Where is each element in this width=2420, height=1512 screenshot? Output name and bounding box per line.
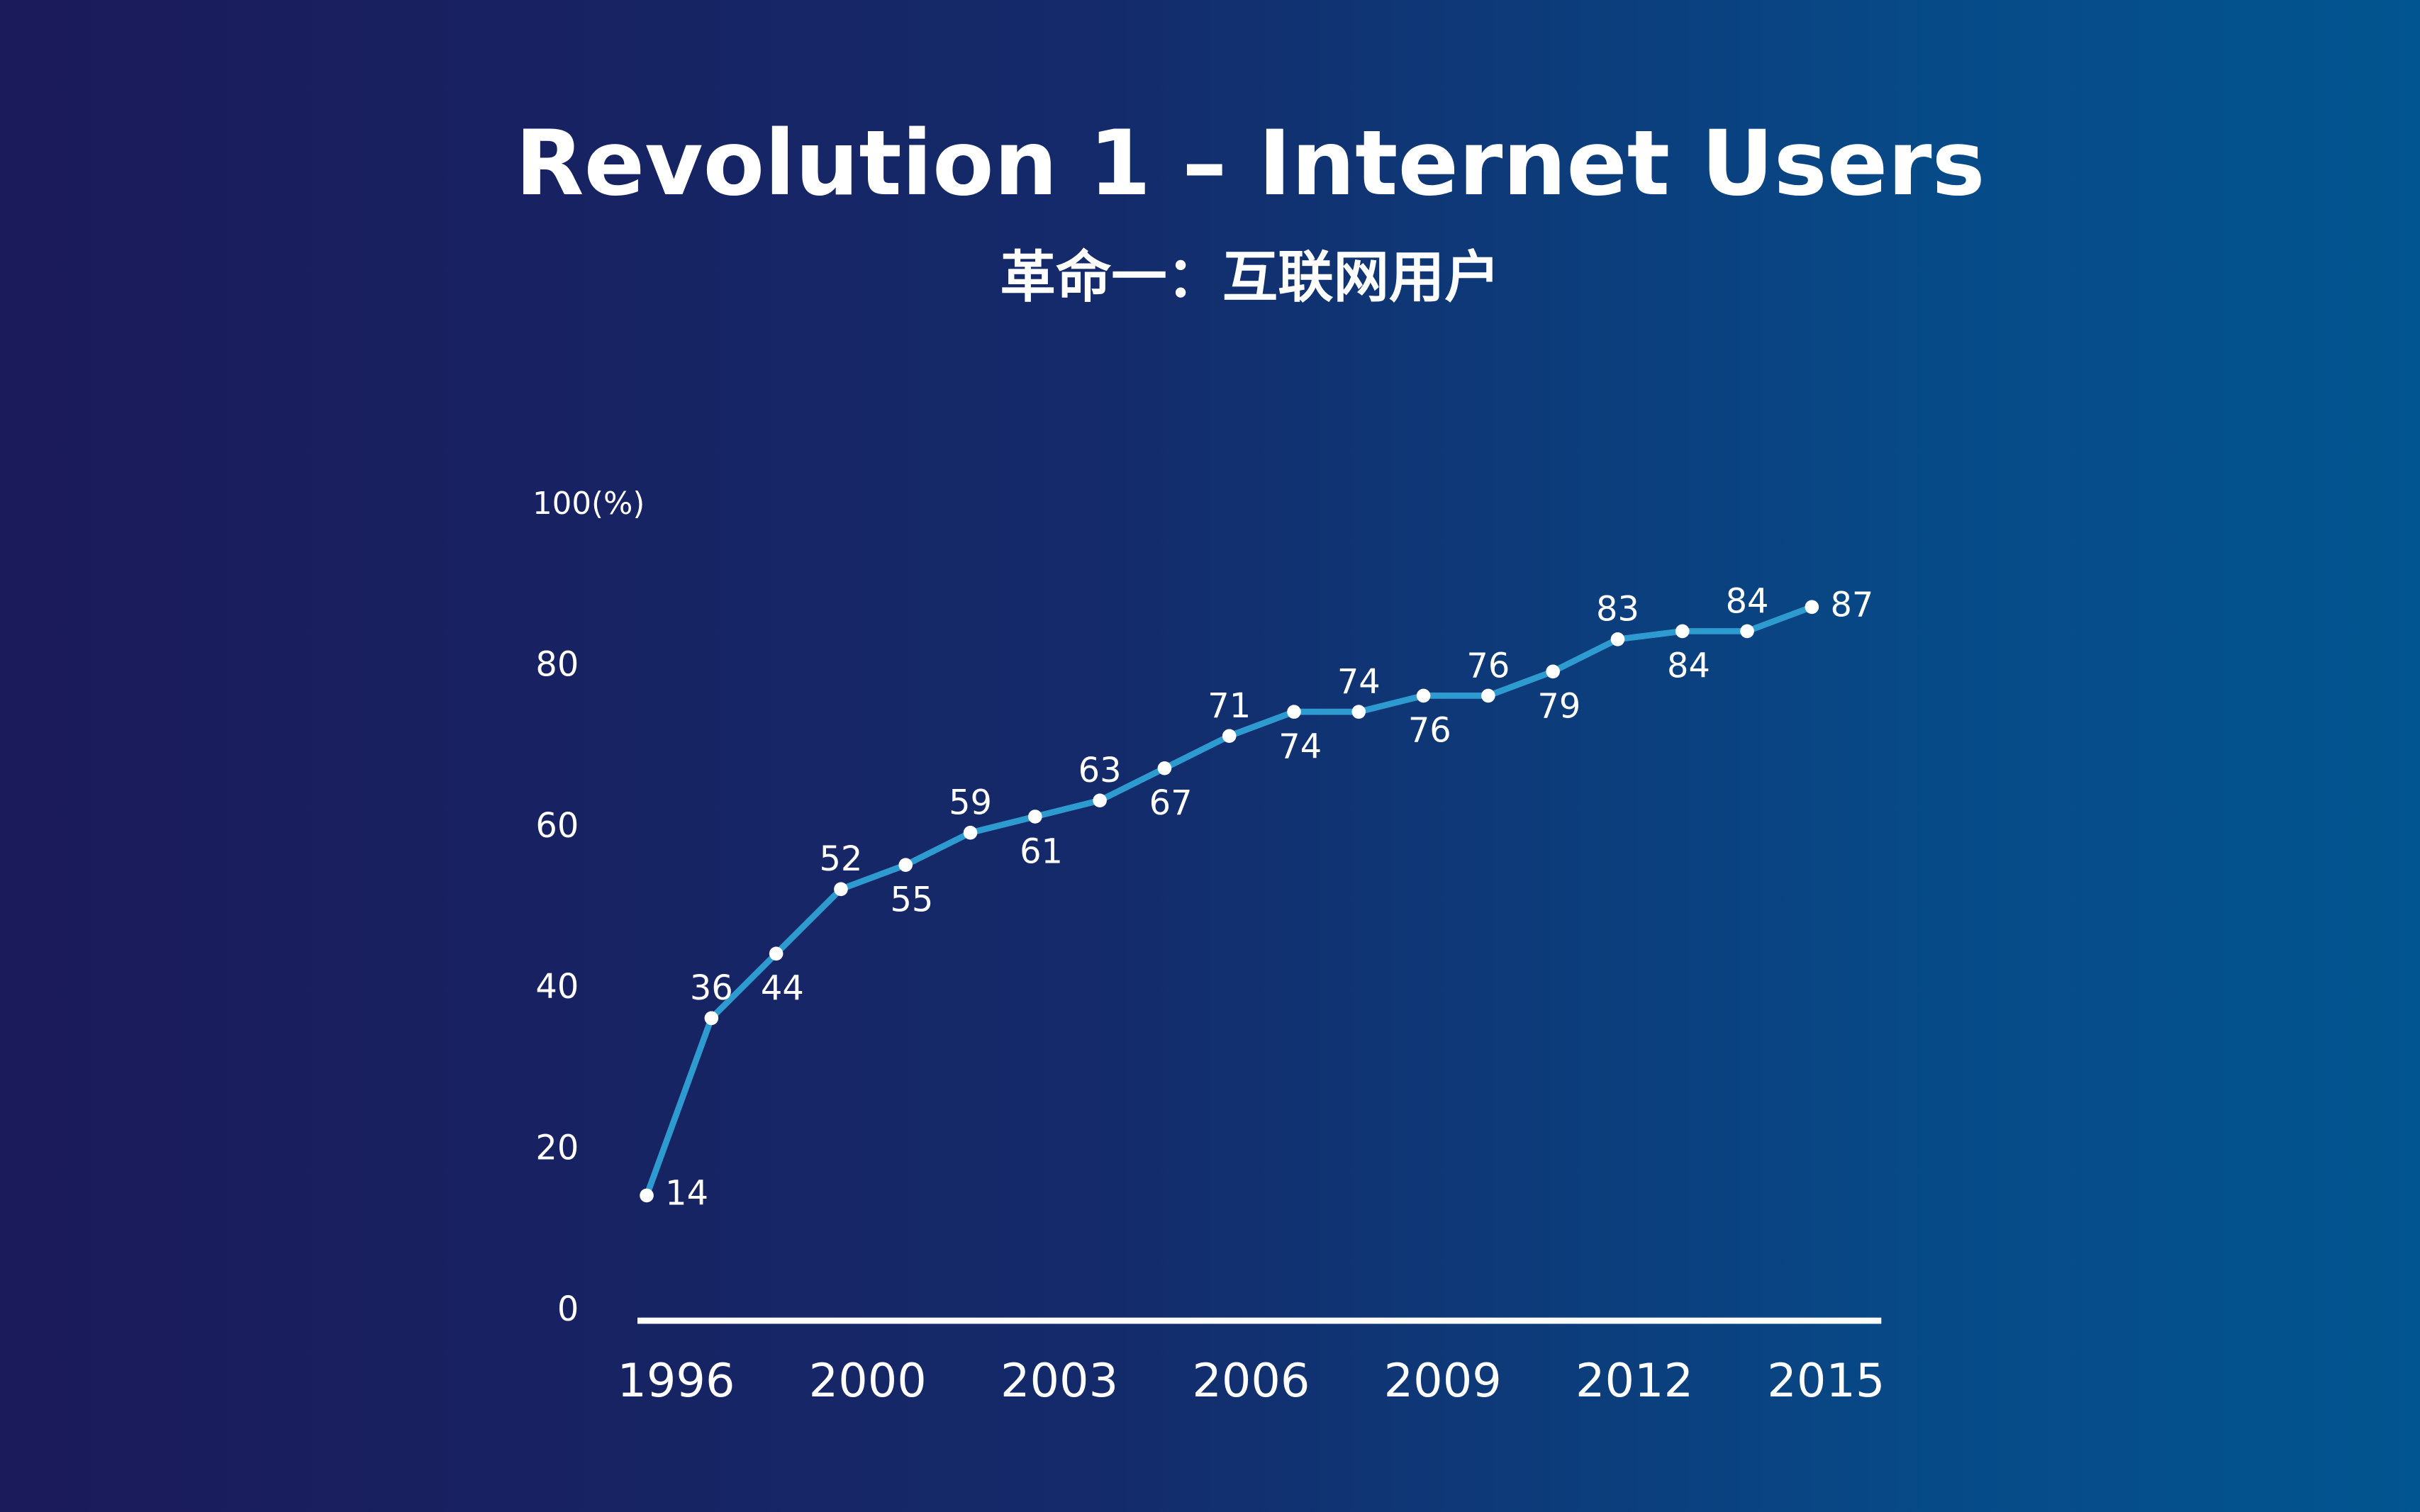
data-label: 55	[890, 881, 933, 920]
data-point	[1481, 688, 1495, 703]
data-label: 84	[1726, 582, 1769, 621]
data-point	[1675, 624, 1690, 639]
data-point	[769, 946, 784, 961]
x-tick-label: 2003	[1000, 1354, 1118, 1408]
data-point	[834, 882, 848, 897]
data-label: 83	[1596, 590, 1639, 629]
data-label: 79	[1537, 688, 1580, 727]
y-tick-label: 0	[557, 1290, 579, 1329]
data-point	[1028, 810, 1042, 824]
data-point	[1416, 688, 1431, 703]
chart-title: Revolution 1 – Internet Users	[515, 111, 1985, 215]
x-tick-label: 2012	[1576, 1354, 1693, 1408]
data-label: 14	[665, 1175, 708, 1214]
data-point	[1157, 761, 1172, 775]
data-label: 74	[1337, 663, 1381, 702]
y-tick-label: 60	[535, 807, 579, 846]
data-point	[1093, 793, 1107, 808]
chart-subtitle: 革命一：互联网用户	[1000, 245, 1500, 310]
data-point	[1740, 624, 1754, 639]
data-point	[963, 825, 978, 840]
data-point	[1805, 600, 1819, 615]
y-tick-label: 40	[535, 968, 579, 1007]
data-label: 76	[1408, 712, 1451, 751]
x-tick-label: 2006	[1192, 1354, 1310, 1408]
x-tick-label: 1996	[617, 1354, 735, 1408]
data-label: 52	[819, 840, 862, 879]
x-tick-label: 2009	[1384, 1354, 1502, 1408]
data-label: 71	[1208, 687, 1251, 726]
y-tick-label: 80	[535, 645, 579, 684]
y-tick-label: 20	[535, 1129, 579, 1168]
data-label: 61	[1020, 832, 1063, 871]
x-tick-label: 2015	[1767, 1354, 1885, 1408]
data-label: 59	[949, 784, 992, 823]
data-point	[640, 1188, 654, 1203]
x-tick-label: 2000	[809, 1354, 927, 1408]
data-point	[1287, 705, 1301, 719]
data-point	[1610, 632, 1625, 646]
data-label: 84	[1667, 647, 1710, 686]
data-label: 63	[1078, 751, 1122, 790]
data-label: 74	[1278, 727, 1322, 766]
y-axis-label: 100(%)	[532, 486, 645, 522]
data-point	[1546, 664, 1560, 679]
data-label: 87	[1830, 586, 1873, 625]
data-point	[898, 858, 913, 873]
data-point	[1351, 705, 1366, 719]
data-point	[704, 1011, 719, 1026]
data-label: 44	[761, 970, 804, 1009]
data-label: 76	[1466, 646, 1510, 685]
data-label: 67	[1149, 784, 1193, 823]
data-label: 36	[690, 969, 733, 1008]
data-point	[1222, 729, 1237, 744]
